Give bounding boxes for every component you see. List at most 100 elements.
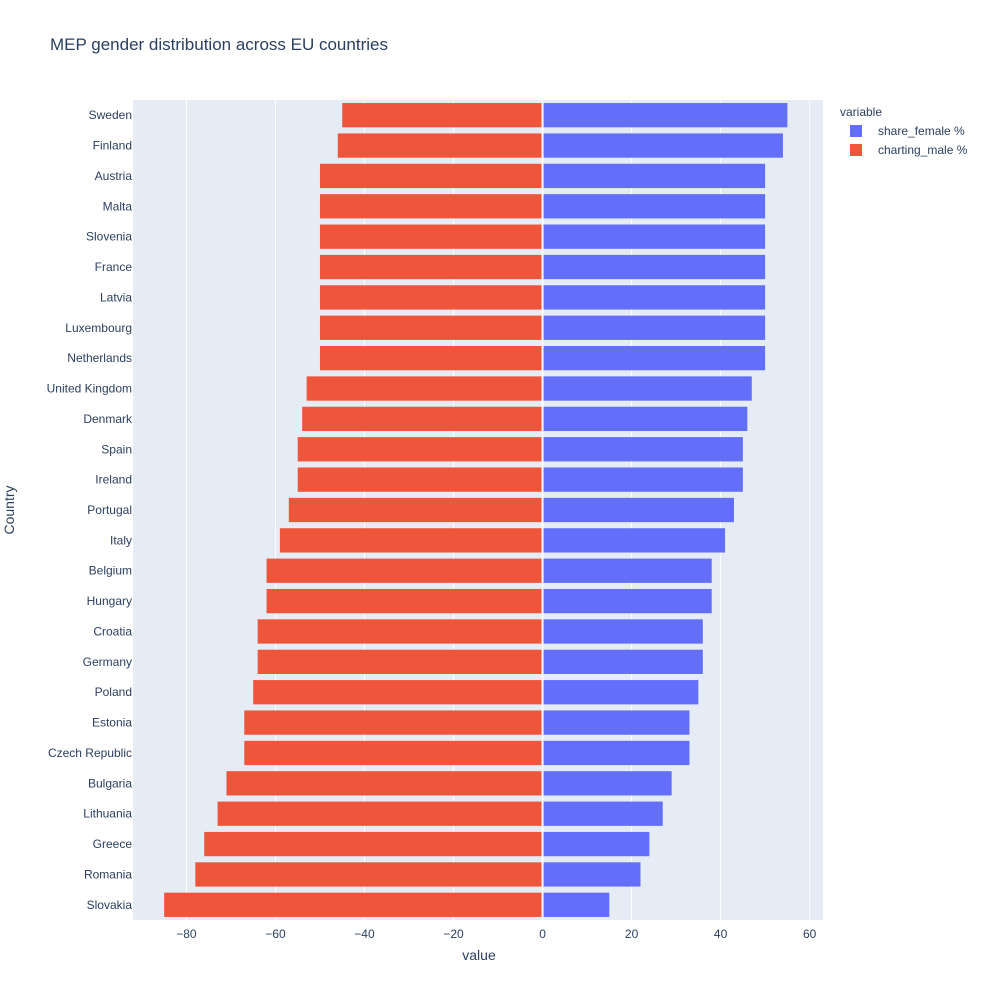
y-tick-label: Estonia bbox=[92, 716, 132, 730]
y-tick-label: Spain bbox=[101, 442, 132, 456]
bar-romania-male[interactable] bbox=[195, 862, 543, 887]
legend-item[interactable]: share_female % bbox=[850, 124, 965, 138]
bar-greece-male[interactable] bbox=[204, 831, 543, 857]
x-tick-labels: −80 −60 −40 −20 0 20 40 60 bbox=[176, 927, 816, 941]
bar-finland-female[interactable] bbox=[542, 133, 783, 158]
bar-italy-male[interactable] bbox=[279, 528, 543, 553]
bar-lithuania-female[interactable] bbox=[542, 801, 663, 826]
bar-netherlands-female[interactable] bbox=[542, 346, 766, 371]
bar-belgium-male[interactable] bbox=[266, 558, 543, 583]
y-tick-label: Slovenia bbox=[86, 230, 132, 244]
legend-swatch bbox=[850, 144, 862, 156]
y-tick-label: Malta bbox=[103, 199, 133, 213]
legend[interactable]: variable share_female % charting_male % bbox=[840, 105, 968, 157]
y-tick-label: Romania bbox=[84, 867, 132, 881]
bar-luxembourg-female[interactable] bbox=[542, 315, 766, 340]
y-tick-label: Portugal bbox=[87, 503, 132, 517]
bar-france-female[interactable] bbox=[542, 254, 766, 280]
y-tick-label: Austria bbox=[95, 169, 133, 183]
y-tick-label: Latvia bbox=[100, 290, 132, 304]
bar-france-male[interactable] bbox=[319, 254, 543, 280]
y-tick-label: Hungary bbox=[87, 594, 132, 608]
x-tick-label: −60 bbox=[265, 927, 286, 941]
y-tick-label: Croatia bbox=[93, 624, 132, 638]
bar-slovenia-female[interactable] bbox=[542, 224, 766, 249]
bar-estonia-female[interactable] bbox=[542, 710, 690, 735]
bar-lithuania-male[interactable] bbox=[217, 801, 543, 826]
bar-bulgaria-female[interactable] bbox=[542, 771, 672, 796]
bar-belgium-female[interactable] bbox=[542, 558, 712, 583]
y-tick-label: Belgium bbox=[89, 564, 132, 578]
bar-slovenia-male[interactable] bbox=[319, 224, 543, 249]
y-tick-label: Lithuania bbox=[83, 807, 132, 821]
bars bbox=[164, 103, 788, 917]
y-tick-label: Czech Republic bbox=[48, 746, 132, 760]
bar-germany-female[interactable] bbox=[542, 649, 703, 674]
bar-poland-female[interactable] bbox=[542, 680, 699, 705]
chart-title: MEP gender distribution across EU countr… bbox=[50, 35, 388, 54]
bar-czech-republic-male[interactable] bbox=[244, 740, 543, 766]
y-axis-title: Country bbox=[1, 485, 17, 534]
bar-spain-female[interactable] bbox=[542, 437, 743, 462]
x-tick-label: 60 bbox=[803, 927, 817, 941]
x-axis-title: value bbox=[462, 947, 496, 963]
bar-latvia-female[interactable] bbox=[542, 285, 766, 310]
x-tick-label: 40 bbox=[714, 927, 728, 941]
legend-title: variable bbox=[840, 105, 882, 119]
y-tick-label: Greece bbox=[93, 837, 133, 851]
bar-netherlands-male[interactable] bbox=[319, 346, 543, 371]
y-tick-label: Italy bbox=[110, 533, 132, 547]
bar-croatia-female[interactable] bbox=[542, 619, 703, 644]
x-tick-label: −40 bbox=[354, 927, 375, 941]
y-tick-label: Finland bbox=[93, 139, 132, 153]
bar-malta-male[interactable] bbox=[319, 194, 543, 219]
y-tick-labels: Sweden Finland Austria Malta Slovenia France L… bbox=[47, 108, 133, 912]
x-tick-label: 20 bbox=[625, 927, 639, 941]
bar-bulgaria-male[interactable] bbox=[226, 771, 543, 796]
bar-portugal-male[interactable] bbox=[288, 497, 543, 523]
bar-poland-male[interactable] bbox=[253, 680, 543, 705]
bar-ireland-male[interactable] bbox=[297, 467, 543, 492]
legend-label: share_female % bbox=[878, 124, 965, 138]
legend-swatch bbox=[850, 125, 862, 137]
bar-latvia-male[interactable] bbox=[319, 285, 543, 310]
bar-denmark-female[interactable] bbox=[542, 406, 748, 432]
bar-sweden-male[interactable] bbox=[342, 103, 543, 128]
bar-italy-female[interactable] bbox=[542, 528, 726, 553]
bar-greece-female[interactable] bbox=[542, 831, 650, 857]
y-tick-label: France bbox=[95, 260, 133, 274]
bar-austria-female[interactable] bbox=[542, 163, 766, 189]
bar-czech-republic-female[interactable] bbox=[542, 740, 690, 766]
y-tick-label: Slovakia bbox=[87, 898, 133, 912]
bar-slovakia-female[interactable] bbox=[542, 892, 610, 917]
bar-hungary-male[interactable] bbox=[266, 588, 543, 614]
bar-estonia-male[interactable] bbox=[244, 710, 543, 735]
x-tick-label: −80 bbox=[176, 927, 197, 941]
bar-sweden-female[interactable] bbox=[542, 103, 788, 128]
bar-portugal-female[interactable] bbox=[542, 497, 734, 523]
bar-germany-male[interactable] bbox=[257, 649, 543, 674]
bar-austria-male[interactable] bbox=[319, 163, 543, 189]
bar-finland-male[interactable] bbox=[337, 133, 543, 158]
y-tick-label: Sweden bbox=[89, 108, 132, 122]
y-tick-label: Germany bbox=[83, 655, 132, 669]
bar-ireland-female[interactable] bbox=[542, 467, 743, 492]
bar-hungary-female[interactable] bbox=[542, 588, 712, 614]
bar-croatia-male[interactable] bbox=[257, 619, 543, 644]
bar-malta-female[interactable] bbox=[542, 194, 766, 219]
bar-luxembourg-male[interactable] bbox=[319, 315, 543, 340]
bar-spain-male[interactable] bbox=[297, 437, 543, 462]
legend-item[interactable]: charting_male % bbox=[850, 143, 968, 157]
y-tick-label: Netherlands bbox=[67, 351, 132, 365]
y-tick-label: Bulgaria bbox=[88, 776, 132, 790]
bar-united-kingdom-female[interactable] bbox=[542, 376, 752, 401]
y-tick-label: Denmark bbox=[83, 412, 133, 426]
y-tick-label: Luxembourg bbox=[65, 321, 132, 335]
bar-united-kingdom-male[interactable] bbox=[306, 376, 543, 401]
bar-romania-female[interactable] bbox=[542, 862, 641, 887]
x-tick-label: 0 bbox=[539, 927, 546, 941]
bar-denmark-male[interactable] bbox=[302, 406, 543, 432]
bar-slovakia-male[interactable] bbox=[164, 892, 543, 917]
y-tick-label: Poland bbox=[95, 685, 132, 699]
